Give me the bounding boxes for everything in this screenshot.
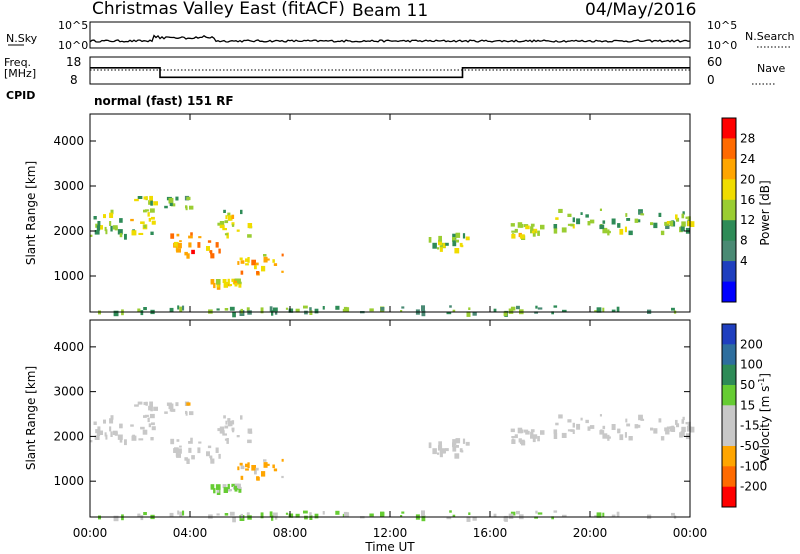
power-scale-label: Power [dB]: [758, 180, 772, 245]
velocity-echo-region: [510, 427, 545, 446]
power-echo-region: [210, 278, 242, 290]
velocity-scale-tick: -50: [740, 439, 760, 453]
x-tick-label: 16:00: [473, 526, 508, 540]
cpid-label: CPID: [6, 89, 35, 102]
freq-unit-label: [MHz]: [4, 67, 36, 80]
power-y-axis-label: Slant Range [km]: [24, 161, 38, 265]
freq-left-tick-bottom: 8: [70, 73, 78, 87]
x-tick-label: 12:00: [373, 526, 408, 540]
velocity-scale-tick: 50: [740, 378, 755, 392]
power-scale-swatch: [722, 220, 736, 242]
freq-panel: Freq. [MHz] CPID 18 8 60 0 Nave: [4, 55, 785, 102]
power-scale-tick: 12: [740, 213, 755, 227]
freq-right-tick-top: 60: [707, 55, 722, 69]
power-scale-swatch: [722, 199, 736, 221]
x-tick-label: 00:00: [73, 526, 108, 540]
power-scale-swatch: [722, 281, 736, 303]
power-scale-tick: 8: [740, 234, 748, 248]
power-echo-region: [553, 208, 695, 236]
power-y-tick: 4000: [53, 134, 84, 148]
velocity-echo-region: [98, 510, 677, 523]
velocity-scale-swatch: [722, 385, 736, 406]
noise-right-tick-top: 10^5: [707, 19, 737, 32]
velocity-scale-swatch: [722, 425, 736, 447]
power-echo-region: [217, 209, 253, 239]
x-axis: 00:00 04:00 08:00 12:00 16:00 20:00 00:00: [73, 114, 708, 540]
velocity-echo-region: [237, 458, 284, 481]
velocity-echo-region: [134, 401, 194, 419]
power-echo-region: [90, 209, 156, 240]
x-tick-label: 08:00: [273, 526, 308, 540]
power-scale-tick: 20: [740, 172, 755, 186]
velocity-echo-region: [428, 438, 470, 459]
velocity-scale-swatch: [722, 446, 736, 467]
power-scale-tick: 4: [740, 254, 748, 268]
velocity-scale-swatch: [722, 344, 736, 366]
velocity-scale-tick: -200: [740, 480, 767, 494]
velocity-y-tick: 4000: [53, 340, 84, 354]
date-label: 04/May/2016: [585, 0, 697, 20]
velocity-echo-region: [217, 415, 253, 444]
power-panel: 1000 2000 3000 4000 Slant Range [km] 28 24 20…: [24, 113, 772, 318]
velocity-scale-tick: -15: [740, 419, 760, 433]
noise-right-tick-bottom: 10^0: [707, 39, 737, 52]
x-tick-label: 04:00: [173, 526, 208, 540]
velocity-echo-region: [553, 414, 695, 441]
velocity-scale-swatch: [722, 405, 736, 427]
velocity-scale-tick: 200: [740, 337, 763, 351]
freq-right-tick-bottom: 0: [707, 73, 715, 87]
velocity-y-tick: 2000: [53, 429, 84, 443]
power-echo-region: [134, 195, 194, 213]
noise-panel: N.Sky 10^5 10^0 10^5 10^0 N.Search: [6, 19, 795, 52]
nsearch-label: N.Search: [745, 30, 795, 43]
power-scale-tick: 24: [740, 152, 755, 166]
nave-label: Nave: [757, 62, 785, 75]
power-scale-swatch: [722, 158, 736, 180]
nsky-label: N.Sky: [6, 32, 38, 45]
power-scale-swatch: [722, 240, 736, 262]
velocity-panel: 1000 2000 3000 4000 Slant Range [km] 200 100…: [24, 319, 772, 523]
x-tick-label: 00:00: [673, 526, 708, 540]
power-echo-region: [428, 232, 470, 254]
velocity-scale-label: Velocity [m s-1]: [757, 373, 772, 463]
power-scale-tick: 16: [740, 193, 755, 207]
velocity-scale-swatch: [722, 486, 736, 508]
freq-left-tick-top: 18: [66, 55, 81, 69]
velocity-y-tick: 1000: [53, 474, 84, 488]
power-scale-tick: 28: [740, 131, 755, 145]
velocity-y-tick: 3000: [53, 385, 84, 399]
noise-left-tick-bottom: 10^0: [58, 39, 88, 52]
velocity-echo-region: [170, 437, 221, 464]
x-axis-label: Time UT: [364, 540, 415, 554]
velocity-echo-region: [90, 414, 156, 446]
mode-label: normal (fast) 151 RF: [94, 94, 234, 108]
power-echo-region: [510, 222, 545, 240]
velocity-y-axis-label: Slant Range [km]: [24, 366, 38, 470]
plot-title: Christmas Valley East (fitACF): [92, 0, 345, 19]
noise-left-tick-top: 10^5: [58, 19, 88, 32]
velocity-scale-tick: 100: [740, 358, 763, 372]
power-echo-region: [170, 232, 221, 259]
velocity-scale-tick: 15: [740, 398, 755, 412]
power-scale-swatch: [722, 179, 736, 201]
power-y-tick: 2000: [53, 224, 84, 238]
velocity-scale-swatch: [722, 324, 736, 345]
freq-label: Freq.: [4, 56, 31, 69]
velocity-scale-tick: -100: [740, 459, 767, 473]
velocity-scale-swatch: [722, 364, 736, 386]
x-tick-label: 20:00: [573, 526, 608, 540]
power-scale-swatch: [722, 138, 736, 160]
power-scale-swatch: [722, 261, 736, 282]
power-y-tick: 3000: [53, 179, 84, 193]
velocity-echo-region: [210, 483, 242, 495]
power-y-tick: 1000: [53, 269, 84, 283]
power-echo-region: [237, 253, 284, 276]
beam-label: Beam 11: [352, 1, 428, 21]
velocity-scale-swatch: [722, 466, 736, 488]
power-scale-swatch: [722, 118, 736, 139]
